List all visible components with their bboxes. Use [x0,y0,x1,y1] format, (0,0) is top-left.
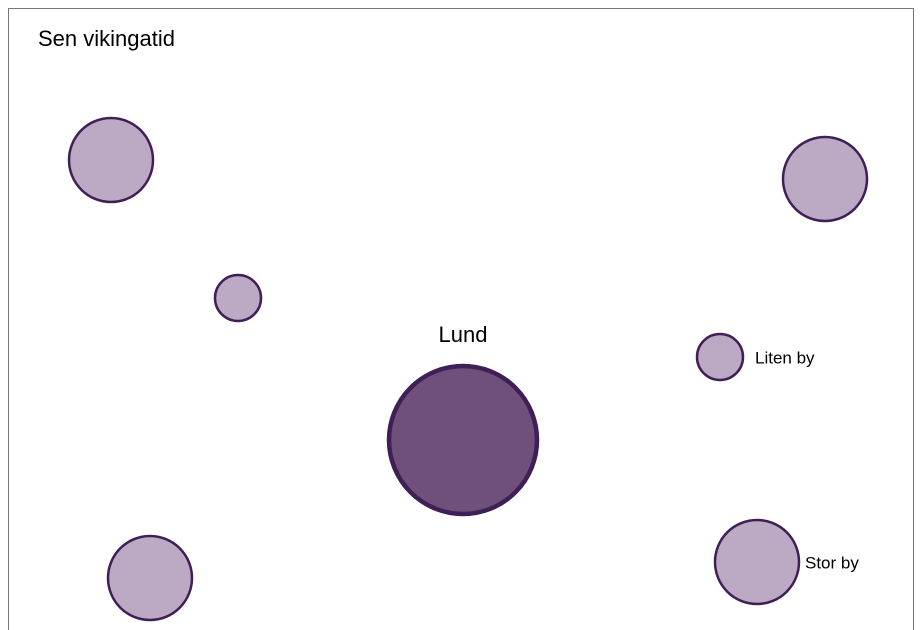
large-town [781,135,869,223]
lund-circle [386,363,540,517]
large-town [106,534,194,622]
title: Sen vikingatid [38,26,175,51]
legend-small-circle [695,332,745,382]
small-town [213,273,263,323]
legend-large-circle [713,518,801,606]
large-town [67,116,155,204]
lund-label: Lund [439,322,488,347]
legend-small-label: Liten by [755,348,815,367]
legend-large-label: Stor by [805,553,859,572]
